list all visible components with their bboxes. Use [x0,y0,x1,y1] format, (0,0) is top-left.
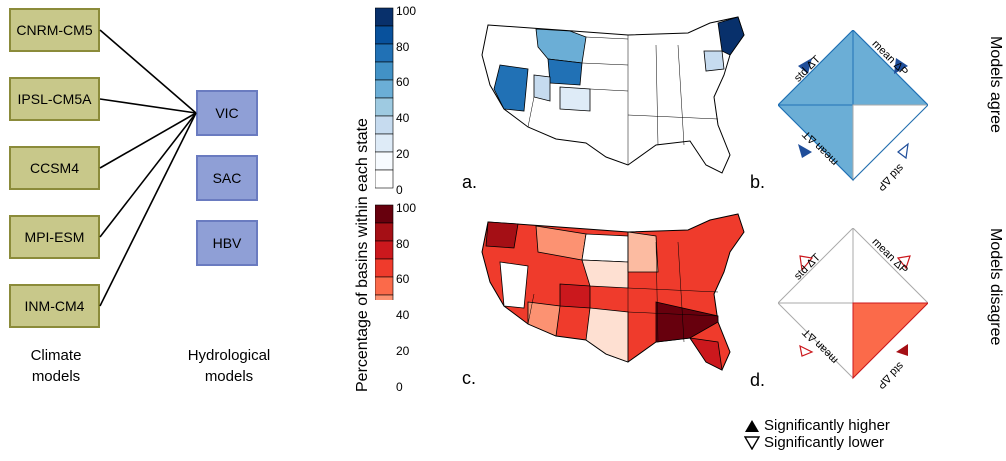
hydro-model-box: VIC [196,90,258,136]
diamond-disagree [778,228,928,380]
tick-label: 60 [396,272,410,286]
tick-label: 20 [396,147,410,161]
blue-colorbar-swatch [375,25,394,45]
hollow-triangle-icon [744,435,760,450]
tick-label: 0 [396,380,403,394]
hydro-model-label: SAC [212,170,242,186]
blue-colorbar-swatch [375,151,394,171]
legend-lower-text: Significantly lower [764,434,885,451]
climate-model-label: MPI-ESM [24,229,85,245]
hydro-model-box: SAC [196,155,258,201]
blue-colorbar-swatch [375,43,394,63]
tick-label: 60 [396,75,410,89]
climate-model-box: MPI-ESM [9,215,100,259]
panel-label-a: a. [462,172,478,192]
connector-lines [99,29,197,307]
blue-colorbar-swatch [375,61,394,81]
red-colorbar-swatch [375,294,394,300]
climate-model-box: INM-CM4 [9,284,100,328]
side-label-disagree: Models disagree [987,228,1004,346]
tick-label: 80 [396,237,410,251]
hydro-model-box: HBV [196,220,258,266]
blue-colorbar-swatch [375,97,394,117]
hydro-model-label: HBV [212,235,242,251]
tick-label: 100 [396,4,417,18]
filled-triangle-icon [745,419,759,432]
red-colorbar-swatch [375,240,394,260]
us-map-red [481,213,745,371]
tick-label: 40 [396,111,410,125]
caption-line: Climate [30,347,82,364]
red-colorbar-swatch [375,222,394,242]
climate-model-label: IPSL-CM5A [17,91,92,107]
climate-model-label: CCSM4 [29,160,79,176]
blue-colorbar-swatch [375,133,394,153]
caption-line: models [204,368,254,385]
colorbars [375,7,394,300]
caption-line: models [31,368,81,385]
blue-colorbar-swatch [375,169,394,189]
tick-label: 40 [396,308,410,322]
side-label-agree: Models agree [987,36,1004,133]
blue-colorbar-swatch [375,115,394,135]
panel-label-d: d. [750,370,766,390]
tick-label: 100 [396,201,417,215]
blue-colorbar-swatch [375,79,394,99]
diamond-agree [778,30,928,182]
tick-label: 80 [396,40,410,54]
hydro-caption: Hydrological models [168,345,290,387]
legend-lower: Significantly lower [744,434,884,451]
panel-label-b: b. [750,172,766,192]
climate-model-label: INM-CM4 [24,298,85,314]
climate-model-label: CNRM-CM5 [16,22,93,38]
climate-model-box: CNRM-CM5 [9,8,100,52]
hydro-model-label: VIC [215,105,239,121]
climate-model-box: IPSL-CM5A [9,77,100,121]
red-colorbar-swatch [375,258,394,278]
legend-higher: Significantly higher [744,417,890,434]
us-map-blue [481,16,745,174]
caption-line: Hydrological [187,347,271,364]
climate-model-box: CCSM4 [9,146,100,190]
tick-label: 20 [396,344,410,358]
red-colorbar-swatch [375,204,394,224]
legend-higher-text: Significantly higher [764,417,890,434]
red-colorbar-swatch [375,276,394,296]
colorbar-label: Percentage of basins within each state [354,118,371,392]
tick-label: 0 [396,183,403,197]
panel-label-c: c. [462,368,477,388]
blue-colorbar-swatch [375,7,394,27]
climate-caption: Climate models [20,345,92,387]
